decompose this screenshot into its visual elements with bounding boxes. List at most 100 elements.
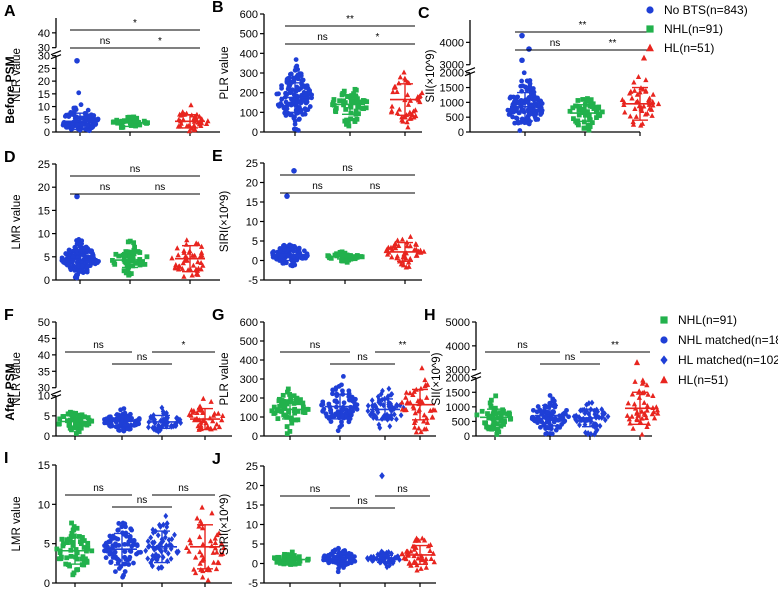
- data-point: [283, 99, 289, 105]
- data-point: [406, 259, 412, 265]
- data-point: [125, 118, 130, 124]
- data-point: [66, 422, 72, 428]
- data-point: [419, 90, 425, 96]
- y-tick-label: 30: [38, 43, 50, 55]
- y-tick-label: 15: [246, 500, 258, 512]
- y-tick-label: 20: [246, 481, 258, 493]
- data-point: [73, 431, 79, 436]
- data-point: [110, 555, 116, 560]
- data-point: [73, 416, 79, 422]
- data-point: [292, 410, 298, 416]
- data-point: [149, 562, 155, 569]
- panel-letter-I: I: [4, 450, 8, 467]
- data-point: [404, 119, 410, 125]
- data-point: [344, 121, 349, 127]
- data-point: [341, 400, 347, 406]
- data-point: [137, 262, 143, 268]
- outlier-point: [633, 359, 641, 366]
- data-point: [191, 127, 197, 133]
- data-point: [594, 426, 600, 434]
- data-point: [272, 254, 278, 260]
- y-tick-label: 500: [240, 29, 258, 41]
- data-point: [365, 407, 371, 415]
- data-point: [587, 116, 592, 122]
- data-point: [527, 84, 533, 89]
- data-point: [284, 76, 290, 82]
- data-point: [128, 538, 134, 544]
- data-point: [630, 121, 637, 127]
- panel-D: D 0 5 10 15 20 25 LMR value ns ns ns: [4, 149, 220, 287]
- data-point: [398, 261, 404, 267]
- legend-marker: [646, 6, 654, 14]
- data-point: [414, 567, 420, 573]
- data-point: [324, 414, 330, 419]
- y-tick-label: 10: [246, 520, 258, 532]
- y-tick-label: 0: [458, 127, 464, 139]
- data-point: [119, 524, 125, 530]
- data-point: [406, 263, 412, 269]
- data-point: [370, 408, 375, 415]
- y-tick-label: 3000: [440, 60, 464, 72]
- data-point: [587, 124, 593, 129]
- data-point: [643, 77, 649, 83]
- data-point: [625, 400, 631, 406]
- data-point: [281, 561, 287, 567]
- data-point: [631, 79, 637, 85]
- data-point: [337, 249, 343, 255]
- data-point: [352, 86, 358, 92]
- data-point: [394, 88, 400, 95]
- data-point: [331, 97, 337, 102]
- panel-letter-D: D: [4, 149, 16, 166]
- data-point: [57, 416, 63, 422]
- data-point: [184, 257, 190, 263]
- data-point: [289, 90, 294, 95]
- data-point: [502, 419, 507, 425]
- data-point: [291, 408, 297, 414]
- data-point: [133, 119, 139, 125]
- data-point: [302, 106, 308, 112]
- data-point: [396, 106, 402, 112]
- y-tick-label: 1500: [440, 83, 464, 95]
- data-point: [321, 406, 327, 412]
- data-point: [424, 419, 431, 425]
- data-point: [399, 551, 406, 557]
- data-point: [297, 116, 302, 122]
- data-point: [221, 545, 227, 551]
- data-point: [218, 551, 224, 557]
- data-point: [525, 119, 531, 125]
- axis-break-mark: [50, 390, 62, 396]
- axis-break-mark: [464, 71, 476, 77]
- data-point: [288, 395, 293, 401]
- data-point: [295, 409, 301, 414]
- y-axis-label: PLR value: [219, 46, 231, 99]
- data-point: [336, 545, 341, 551]
- data-point: [159, 404, 165, 411]
- significance-label: ns: [155, 182, 166, 193]
- data-point: [113, 569, 118, 575]
- data-point: [160, 521, 166, 528]
- axis-break-mark: [470, 376, 482, 382]
- y-tick-label: 5: [252, 236, 258, 248]
- data-point: [200, 410, 206, 416]
- data-point: [399, 117, 405, 123]
- data-point: [68, 267, 74, 273]
- data-point: [527, 111, 533, 117]
- data-point: [369, 397, 375, 404]
- data-point: [143, 547, 149, 554]
- data-point: [405, 124, 411, 130]
- y-tick-label: 600: [240, 317, 258, 329]
- data-point: [519, 116, 525, 122]
- data-point: [519, 78, 525, 84]
- data-point: [276, 396, 282, 402]
- data-point: [515, 100, 521, 106]
- data-point: [399, 399, 405, 405]
- data-point: [116, 427, 121, 433]
- data-point: [389, 390, 395, 398]
- data-point: [396, 80, 402, 86]
- data-point: [423, 426, 429, 432]
- y-tick-label: -5: [248, 578, 258, 590]
- data-point: [77, 417, 83, 423]
- data-point: [387, 423, 393, 430]
- data-point: [287, 429, 293, 434]
